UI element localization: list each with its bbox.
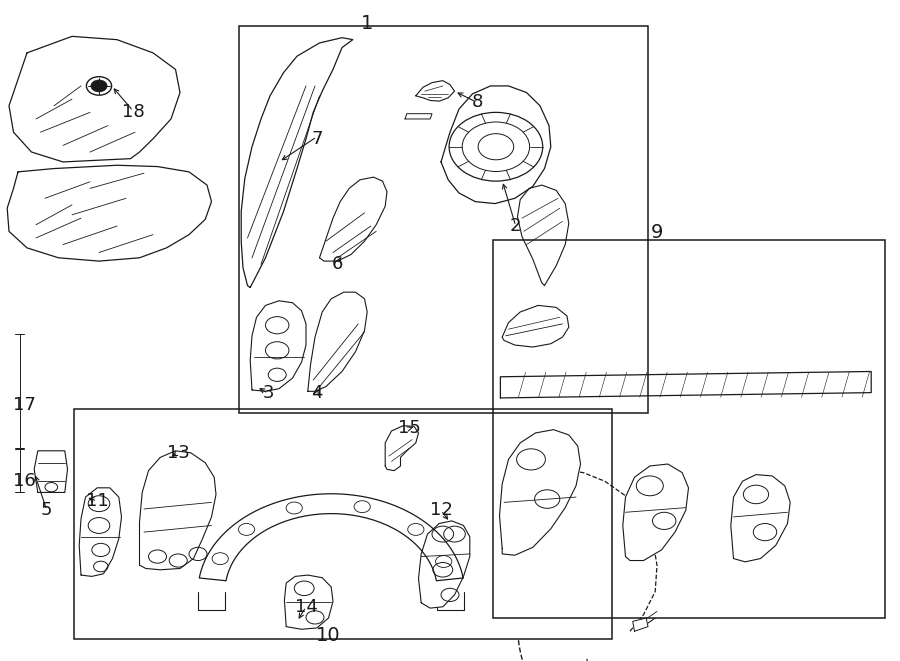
Polygon shape	[500, 430, 580, 555]
Text: 12: 12	[429, 501, 453, 520]
Polygon shape	[7, 165, 211, 261]
Polygon shape	[9, 36, 180, 162]
Bar	[74, 409, 612, 639]
Polygon shape	[284, 575, 333, 629]
Text: 4: 4	[311, 384, 322, 403]
Text: 6: 6	[332, 255, 343, 274]
Polygon shape	[405, 114, 432, 119]
Polygon shape	[623, 464, 688, 561]
Polygon shape	[79, 488, 122, 576]
Text: 2: 2	[510, 217, 521, 235]
Text: 1: 1	[361, 14, 374, 32]
Text: 18: 18	[122, 103, 145, 122]
Polygon shape	[385, 426, 418, 471]
Text: 15: 15	[398, 419, 421, 438]
Polygon shape	[416, 81, 454, 101]
Polygon shape	[418, 521, 470, 608]
Polygon shape	[34, 451, 68, 492]
Text: 5: 5	[41, 501, 52, 520]
Text: 8: 8	[472, 93, 482, 112]
Polygon shape	[250, 301, 306, 391]
Polygon shape	[140, 451, 216, 570]
Text: 9: 9	[651, 223, 663, 242]
Polygon shape	[241, 38, 353, 288]
Polygon shape	[518, 185, 569, 286]
Text: 7: 7	[311, 130, 322, 148]
Text: 14: 14	[294, 598, 318, 616]
Circle shape	[449, 112, 543, 181]
Text: 11: 11	[86, 492, 109, 510]
Bar	[238, 26, 648, 413]
Polygon shape	[633, 618, 648, 631]
Text: 10: 10	[316, 627, 341, 645]
Text: 16: 16	[13, 472, 36, 490]
Text: 17: 17	[13, 395, 36, 414]
Polygon shape	[320, 177, 387, 261]
Text: 13: 13	[166, 444, 190, 462]
Bar	[493, 240, 885, 618]
Polygon shape	[731, 475, 790, 562]
Circle shape	[91, 80, 107, 92]
Polygon shape	[500, 371, 871, 398]
Text: 3: 3	[263, 384, 274, 403]
Circle shape	[86, 77, 112, 95]
Polygon shape	[308, 292, 367, 391]
Polygon shape	[502, 305, 569, 347]
Polygon shape	[441, 86, 551, 204]
Polygon shape	[199, 494, 464, 581]
